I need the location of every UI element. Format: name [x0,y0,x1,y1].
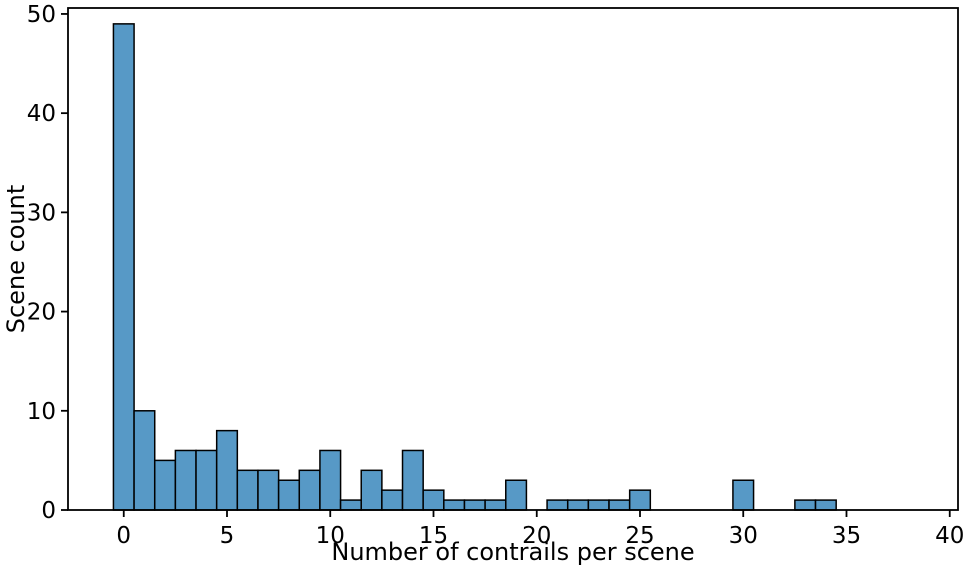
x-tick-label: 0 [116,523,131,549]
histogram-bar [153,459,177,511]
histogram-bar [360,469,383,511]
histogram-bar [195,449,218,511]
y-tick-label: 40 [27,101,56,127]
histogram-bar [112,23,135,511]
histogram-bar [794,499,817,511]
histogram-bar [339,499,362,511]
x-tick-label: 20 [522,523,551,549]
histogram-bar [546,499,569,511]
histogram-bar [628,489,652,511]
y-tick-label: 50 [27,2,56,28]
histogram-bar [381,489,404,511]
histogram-bar [587,499,610,511]
histogram-bar [174,449,197,511]
x-tick-label: 35 [832,523,861,549]
x-tick-label: 5 [220,523,235,549]
histogram-bar [236,469,259,511]
histogram-bar [608,499,631,511]
histogram-bar [422,489,445,511]
histogram-bar [566,499,590,511]
histogram-bar [319,449,342,511]
bars-layer [112,23,837,511]
axes-frame [67,7,959,511]
histogram-bar [443,499,466,511]
x-tick-label: 10 [316,523,345,549]
x-tick-label: 30 [729,523,758,549]
x-tick-label: 25 [625,523,654,549]
x-tick-label: 40 [935,523,964,549]
x-tick-label: 15 [419,523,448,549]
histogram-bar [814,499,837,511]
y-tick-label: 20 [27,300,56,326]
histogram-bar [215,429,239,511]
y-axis-label: Scene count [2,185,30,334]
y-tick-label: 0 [41,498,56,524]
histogram-bar [732,479,755,511]
histogram-bar [298,469,321,511]
histogram-bar [401,449,424,511]
y-tick-label: 10 [27,399,56,425]
histogram-bar [133,410,156,511]
x-axis-label: Number of contrails per scene [331,538,694,566]
histogram-bar [505,479,528,511]
histogram-bar [257,469,280,511]
histogram-bar [484,499,507,511]
histogram-bar [277,479,301,511]
ticks-layer: 0 5 10 15 20 25 30 35 40 0 10 20 30 40 50 [27,2,965,549]
histogram-bar [463,499,486,511]
y-tick-label: 30 [27,200,56,226]
